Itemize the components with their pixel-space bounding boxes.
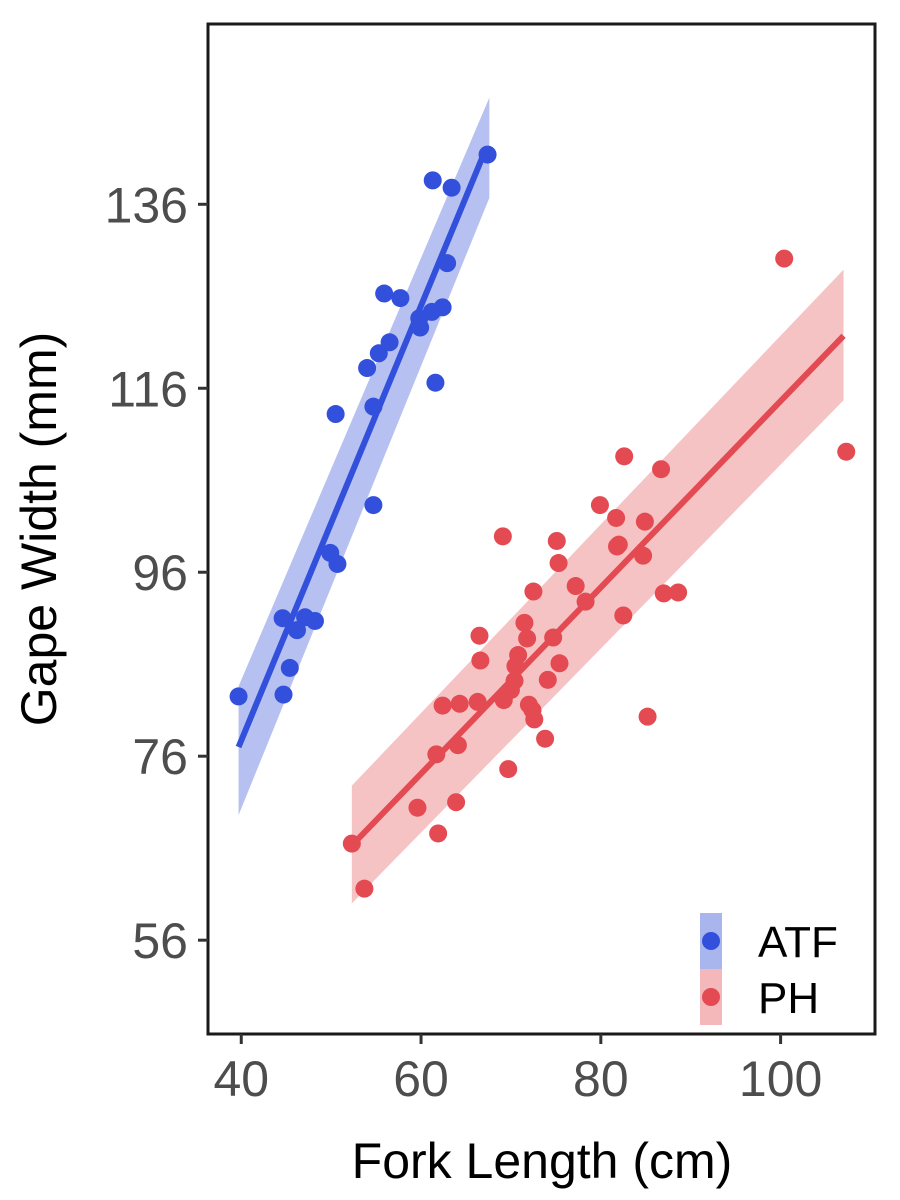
data-point-ph: [429, 824, 448, 843]
y-tick-label: 96: [132, 545, 188, 601]
data-point-atf: [364, 496, 383, 515]
data-point-ph: [614, 606, 633, 625]
legend-label-atf: ATF: [758, 918, 838, 967]
data-point-ph: [837, 442, 856, 461]
data-point-ph: [638, 707, 657, 726]
data-point-atf: [358, 359, 377, 378]
data-point-atf: [229, 687, 248, 706]
data-point-atf: [426, 373, 445, 392]
plot-area: [229, 97, 856, 904]
plot-panel-border: [206, 22, 877, 1036]
data-point-ph: [499, 760, 518, 779]
data-point-atf: [380, 333, 399, 352]
data-point-ph: [607, 508, 626, 527]
data-point-ph: [547, 531, 566, 550]
data-point-ph: [427, 745, 446, 764]
y-tick-label: 136: [105, 177, 188, 233]
data-point-atf: [478, 145, 497, 164]
data-point-ph: [566, 577, 585, 596]
fit-line-atf: [235, 147, 489, 749]
data-point-ph: [654, 584, 673, 603]
data-point-ph: [493, 527, 512, 546]
data-point-ph: [509, 646, 528, 665]
data-point-atf: [391, 289, 410, 308]
data-point-ph: [447, 793, 466, 812]
data-point-ph: [576, 592, 595, 611]
data-point-ph: [342, 834, 361, 853]
data-point-ph: [538, 670, 557, 689]
data-point-ph: [635, 512, 654, 531]
data-point-atf: [328, 554, 347, 573]
data-point-ph: [634, 546, 653, 565]
data-point-ph: [518, 629, 537, 648]
data-point-ph: [355, 879, 374, 898]
data-point-atf: [411, 318, 430, 337]
data-point-ph: [433, 696, 452, 715]
data-point-ph: [468, 692, 487, 711]
y-tick-label: 116: [108, 361, 188, 417]
y-axis: 56 76 96 116 136: [105, 177, 208, 969]
y-tick-label: 56: [132, 913, 188, 969]
data-point-atf: [364, 397, 383, 416]
x-tick-label: 100: [739, 1051, 822, 1107]
data-point-atf: [305, 611, 324, 630]
data-point-atf: [273, 609, 292, 628]
data-point-ph: [550, 654, 569, 673]
data-point-ph: [669, 583, 688, 602]
data-point-ph: [524, 582, 543, 601]
data-point-atf: [326, 405, 345, 424]
x-axis: 40 60 80 100: [213, 1034, 822, 1107]
data-points: [229, 145, 856, 898]
data-point-ph: [609, 535, 628, 554]
data-point-ph: [775, 249, 794, 268]
x-axis-title: Fork Length (cm): [352, 1133, 733, 1189]
data-point-ph: [471, 651, 490, 670]
data-point-atf: [438, 254, 457, 273]
y-tick-label: 76: [132, 729, 188, 785]
data-point-atf: [280, 658, 299, 677]
data-point-atf: [369, 344, 388, 363]
data-point-ph: [536, 729, 555, 748]
x-tick-label: 40: [213, 1051, 269, 1107]
data-point-atf: [375, 284, 394, 303]
data-point-atf: [287, 621, 306, 640]
data-point-ph: [590, 496, 609, 515]
data-point-ph: [408, 798, 427, 817]
legend-key-point-atf: [702, 932, 720, 950]
data-point-atf: [423, 171, 442, 190]
x-tick-label: 80: [573, 1051, 629, 1107]
y-axis-title: Gape Width (mm): [11, 332, 67, 727]
data-point-ph: [652, 460, 671, 479]
legend-label-ph: PH: [758, 974, 819, 1023]
data-point-ph: [515, 613, 534, 632]
data-point-ph: [470, 626, 489, 645]
data-point-ph: [544, 628, 563, 647]
data-point-ph: [505, 671, 524, 690]
data-point-ph: [615, 447, 634, 466]
data-point-atf: [442, 178, 461, 197]
data-point-ph: [448, 736, 467, 755]
data-point-ph: [450, 694, 469, 713]
data-point-atf: [433, 298, 452, 317]
legend: ATF PH: [700, 913, 838, 1025]
x-tick-label: 60: [393, 1051, 449, 1107]
data-point-ph: [525, 710, 544, 729]
legend-key-point-ph: [702, 988, 720, 1006]
data-point-ph: [549, 554, 568, 573]
data-point-atf: [274, 685, 293, 704]
